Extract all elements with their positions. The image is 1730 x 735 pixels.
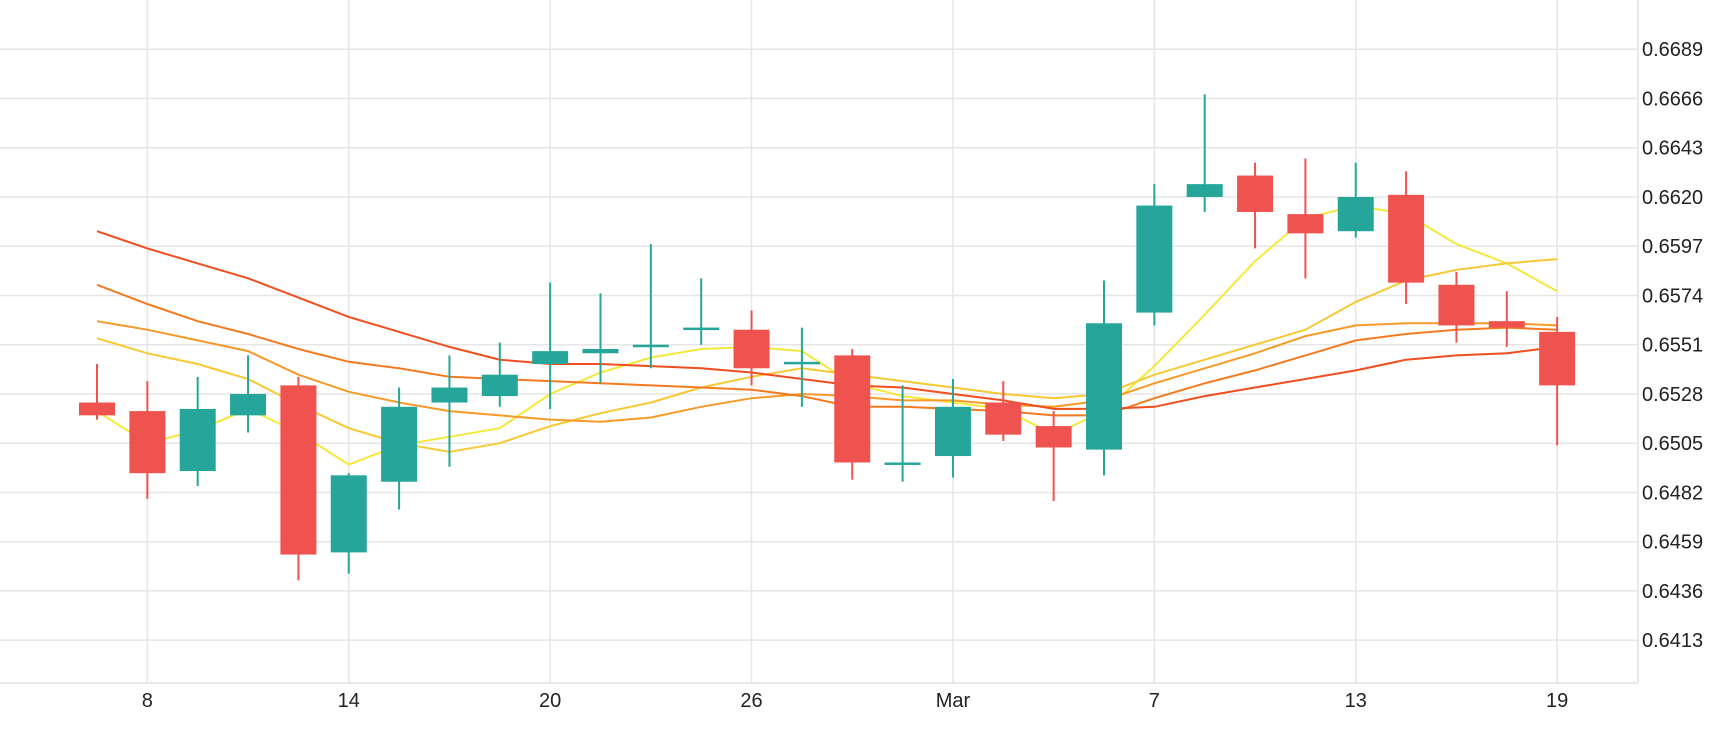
ma-line-4 bbox=[96, 283, 1558, 417]
candle-body bbox=[1438, 284, 1475, 326]
ma-line-5 bbox=[96, 230, 1558, 410]
y-tick-label: 0.6620 bbox=[1642, 187, 1703, 209]
candle-down bbox=[129, 381, 166, 499]
y-tick-label: 0.6482 bbox=[1642, 482, 1703, 504]
candle-body bbox=[1488, 321, 1525, 328]
x-tick-label: 14 bbox=[338, 690, 360, 712]
candle-down bbox=[834, 348, 871, 480]
candle-up bbox=[783, 327, 820, 407]
x-tick-label: 8 bbox=[142, 690, 153, 712]
x-tick-label: 13 bbox=[1345, 690, 1367, 712]
candle-body bbox=[582, 348, 619, 354]
candle-up bbox=[381, 387, 418, 510]
candle-up bbox=[1337, 162, 1374, 238]
x-tick-label: 26 bbox=[740, 690, 762, 712]
candle-body bbox=[632, 344, 669, 348]
y-tick-label: 0.6597 bbox=[1642, 236, 1703, 258]
candle-body bbox=[179, 408, 216, 472]
candle-body bbox=[1388, 194, 1425, 283]
axes: 0.6413 0.6436 0.6459 0.6482 0.6505 0.6528 0.65… bbox=[0, 0, 1703, 712]
candle-body bbox=[330, 475, 367, 553]
candle-body bbox=[431, 387, 468, 403]
candle-body bbox=[683, 327, 720, 331]
candle-body bbox=[934, 406, 971, 457]
y-tick-label: 0.6551 bbox=[1642, 335, 1703, 357]
candle-up bbox=[582, 293, 619, 384]
ma-line-2 bbox=[96, 258, 1558, 453]
candle-body bbox=[1086, 323, 1122, 450]
candle-body bbox=[481, 374, 518, 397]
candle-body bbox=[733, 329, 770, 369]
y-tick-label: 0.6666 bbox=[1642, 88, 1703, 110]
candle-up bbox=[1186, 94, 1223, 212]
y-tick-label: 0.6689 bbox=[1642, 39, 1703, 61]
y-tick-label: 0.6574 bbox=[1642, 285, 1703, 307]
candle-down bbox=[733, 310, 770, 386]
candle-down bbox=[1488, 291, 1525, 347]
y-tick-label: 0.6528 bbox=[1642, 384, 1703, 406]
candle-down bbox=[1035, 411, 1072, 502]
ma-line-3 bbox=[96, 320, 1558, 423]
candle-body bbox=[985, 402, 1022, 435]
candle-up bbox=[532, 282, 569, 409]
candle-body bbox=[230, 393, 267, 416]
candle-up bbox=[683, 278, 720, 345]
candle-body bbox=[532, 351, 569, 364]
grid bbox=[0, 0, 1638, 683]
x-tick-label: Mar bbox=[936, 690, 971, 712]
x-tick-label: 7 bbox=[1149, 690, 1160, 712]
candle-body bbox=[129, 411, 166, 474]
candle-up bbox=[1136, 184, 1173, 326]
candle-down bbox=[280, 376, 317, 581]
x-tick-label: 19 bbox=[1546, 690, 1568, 712]
candle-down bbox=[1438, 271, 1475, 343]
candle-body bbox=[381, 406, 418, 482]
candle-body bbox=[1539, 331, 1576, 386]
candle-down bbox=[1237, 162, 1274, 249]
candle-down bbox=[1539, 316, 1576, 446]
candle-up bbox=[330, 473, 367, 574]
candle-down bbox=[985, 381, 1022, 442]
candles bbox=[79, 94, 1576, 581]
candle-body bbox=[280, 385, 317, 555]
candle-up bbox=[230, 355, 267, 433]
y-tick-label: 0.6643 bbox=[1642, 138, 1703, 160]
candle-down bbox=[79, 363, 115, 420]
candle-body bbox=[783, 361, 820, 365]
candle-body bbox=[1287, 214, 1324, 234]
y-tick-label: 0.6459 bbox=[1642, 532, 1703, 554]
candle-up bbox=[179, 376, 216, 487]
candle-body bbox=[1136, 205, 1173, 313]
candle-body bbox=[79, 402, 115, 416]
candle-body bbox=[884, 462, 921, 465]
candle-body bbox=[1035, 426, 1072, 448]
candle-up bbox=[934, 378, 971, 478]
candle-up bbox=[884, 385, 921, 482]
y-tick-label: 0.6505 bbox=[1642, 433, 1703, 455]
candle-body bbox=[1186, 184, 1223, 197]
candle-body bbox=[834, 355, 871, 463]
y-tick-label: 0.6436 bbox=[1642, 581, 1703, 603]
y-tick-label: 0.6413 bbox=[1642, 630, 1703, 652]
candle-down bbox=[1388, 171, 1425, 305]
candle-up bbox=[431, 355, 468, 467]
candle-up bbox=[632, 244, 669, 369]
candle-body bbox=[1337, 196, 1374, 232]
candle-down bbox=[1287, 158, 1324, 279]
candle-up bbox=[1086, 280, 1122, 476]
candle-body bbox=[1237, 175, 1274, 212]
candle-up bbox=[481, 342, 518, 407]
x-tick-label: 20 bbox=[539, 690, 561, 712]
